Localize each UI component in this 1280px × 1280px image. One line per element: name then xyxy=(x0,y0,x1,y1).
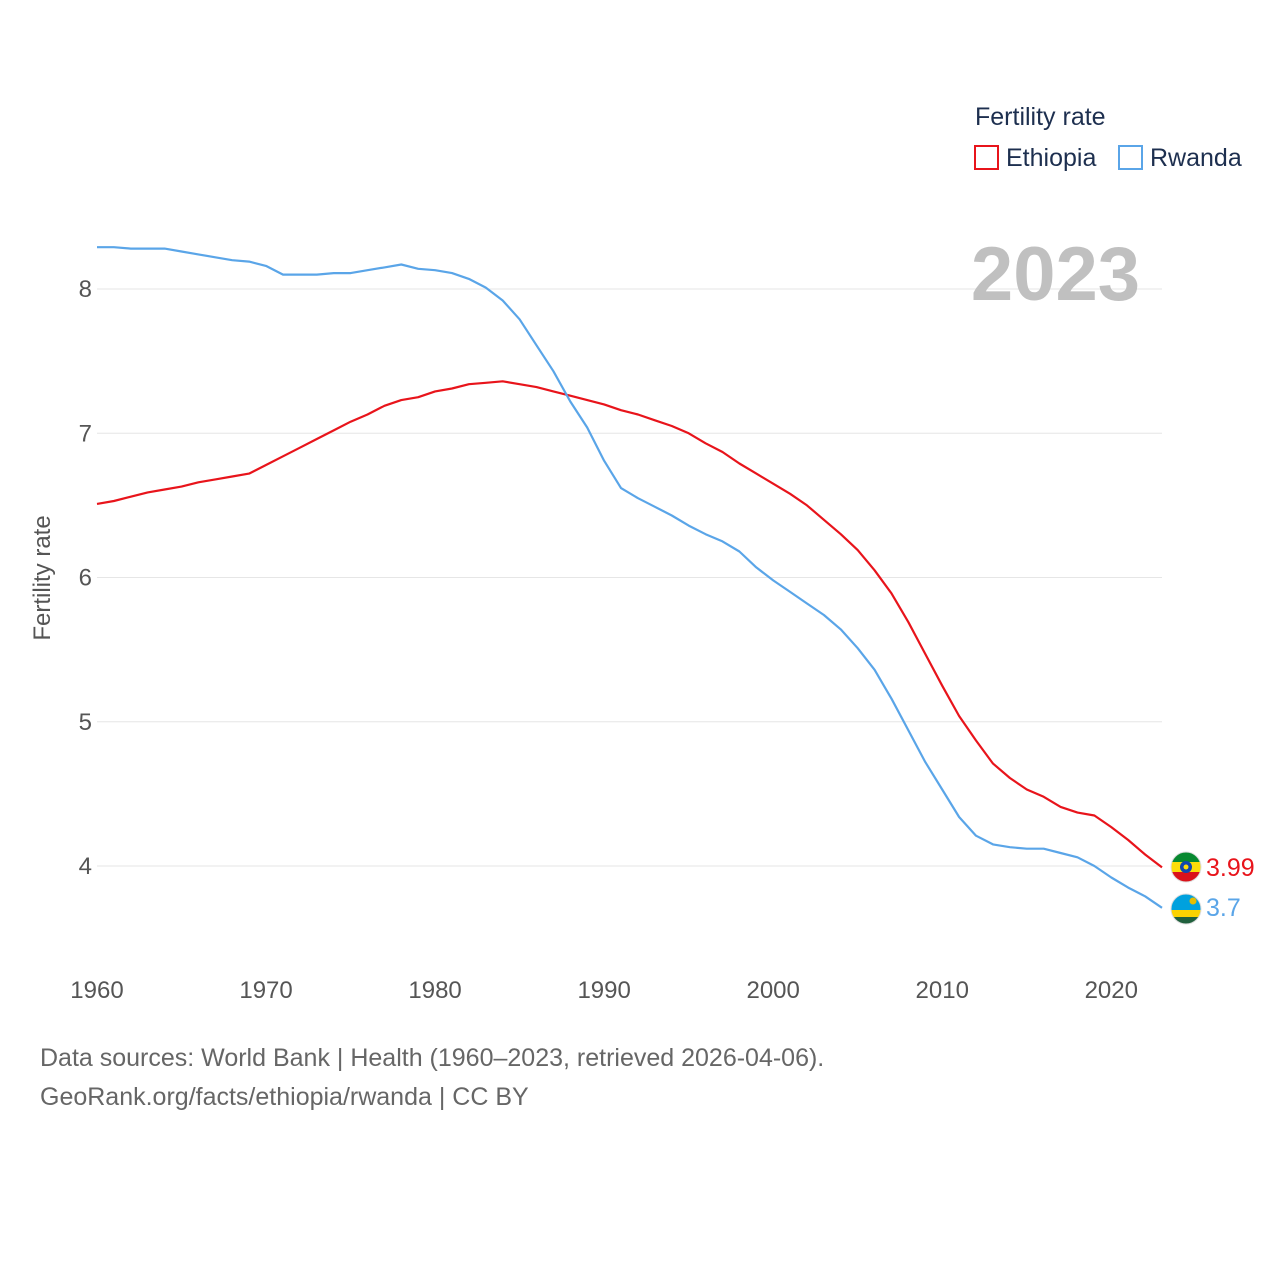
grid-lines xyxy=(97,288,1162,867)
footer-sources: Data sources: World Bank | Health (1960–… xyxy=(40,1044,825,1072)
legend-swatch-rwanda xyxy=(1118,145,1143,170)
y-tick-6: 6 xyxy=(79,565,92,592)
legend-label-ethiopia: Ethiopia xyxy=(1006,144,1096,172)
rwanda-flag-icon xyxy=(1171,894,1201,924)
y-tick-8: 8 xyxy=(79,276,92,303)
legend-label-rwanda: Rwanda xyxy=(1150,144,1242,172)
legend-item-ethiopia[interactable]: Ethiopia xyxy=(974,144,1096,172)
ethiopia-flag-icon xyxy=(1171,852,1201,882)
legend-swatch-ethiopia xyxy=(974,145,999,170)
ethiopia-end-value: 3.99 xyxy=(1206,854,1255,882)
series-lines xyxy=(96,246,1163,909)
year-stamp: 2023 xyxy=(971,232,1140,317)
series-line-rwanda[interactable] xyxy=(97,246,1163,909)
x-tick-1960: 1960 xyxy=(70,977,123,1004)
x-tick-1990: 1990 xyxy=(577,977,630,1004)
y-axis-label: Fertility rate xyxy=(29,515,56,640)
y-axis-ticks: 4 5 6 7 8 xyxy=(79,276,92,880)
x-tick-2010: 2010 xyxy=(916,977,969,1004)
y-tick-5: 5 xyxy=(79,709,92,736)
x-axis-ticks: 1960 1970 1980 1990 2000 2010 2020 xyxy=(70,977,1138,1004)
x-tick-2000: 2000 xyxy=(746,977,799,1004)
legend-item-rwanda[interactable]: Rwanda xyxy=(1118,144,1242,172)
legend-title: Fertility rate xyxy=(975,103,1106,131)
legend: Fertility rate Ethiopia Rwanda xyxy=(974,103,1242,172)
x-tick-1970: 1970 xyxy=(239,977,292,1004)
footer-attribution: GeoRank.org/facts/ethiopia/rwanda | CC B… xyxy=(40,1083,529,1111)
x-tick-1980: 1980 xyxy=(408,977,461,1004)
y-tick-7: 7 xyxy=(79,420,92,447)
x-tick-2020: 2020 xyxy=(1085,977,1138,1004)
y-tick-4: 4 xyxy=(79,853,92,880)
rwanda-end-value: 3.7 xyxy=(1206,894,1241,922)
series-line-ethiopia[interactable] xyxy=(96,380,1163,869)
